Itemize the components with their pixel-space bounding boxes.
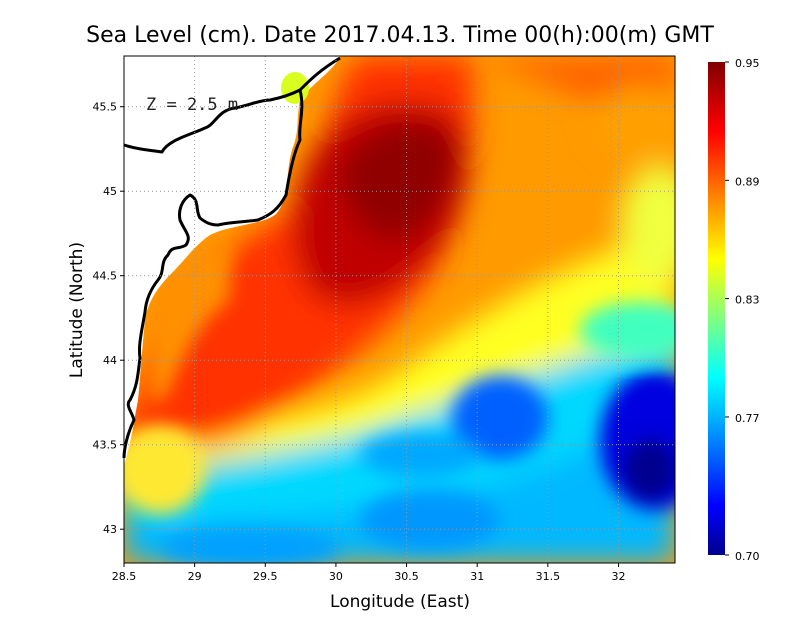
plot-frame bbox=[123, 55, 676, 564]
colorbar-gradient bbox=[708, 62, 725, 555]
x-tick-label: 31 bbox=[470, 570, 484, 583]
colorbar-tick-label: 0.95 bbox=[735, 57, 760, 70]
y-tick-label: 44 bbox=[103, 354, 117, 367]
sea-level-field bbox=[124, 56, 675, 563]
y-tick-label: 43 bbox=[103, 523, 117, 536]
colorbar: 0.95 0.89 0.83 0.77 0.70 bbox=[708, 57, 760, 563]
colorbar-tick-label: 0.77 bbox=[735, 412, 760, 425]
x-tick-label: 32 bbox=[611, 570, 625, 583]
y-tick-label: 44.5 bbox=[93, 270, 118, 283]
x-tick-label: 30.5 bbox=[394, 570, 419, 583]
x-tick-label: 29.5 bbox=[253, 570, 278, 583]
chart-title: Sea Level (cm). Date 2017.04.13. Time 00… bbox=[86, 23, 714, 48]
y-tick-label: 43.5 bbox=[93, 439, 118, 452]
x-axis-label: Longitude (East) bbox=[330, 592, 470, 612]
colorbar-tick-label: 0.83 bbox=[735, 294, 760, 307]
x-tick-label: 31.5 bbox=[536, 570, 561, 583]
y-ticks: 43 43.5 44 44.5 45 45.5 bbox=[93, 101, 124, 536]
colorbar-tick-label: 0.89 bbox=[735, 175, 760, 188]
grid bbox=[124, 56, 675, 563]
x-tick-label: 30 bbox=[329, 570, 343, 583]
x-ticks: 28.5 29 29.5 30 30.5 31 31.5 32 bbox=[112, 563, 625, 583]
x-tick-label: 28.5 bbox=[112, 570, 137, 583]
y-tick-label: 45.5 bbox=[93, 101, 118, 114]
coastline bbox=[122, 56, 341, 459]
y-tick-label: 45 bbox=[103, 185, 117, 198]
colorbar-ticks: 0.95 0.89 0.83 0.77 0.70 bbox=[725, 57, 760, 563]
colorbar-tick-label: 0.70 bbox=[735, 550, 760, 563]
land-mass bbox=[124, 56, 340, 465]
depth-label: Z = 2.5 m bbox=[146, 95, 238, 115]
y-axis-label: Latitude (North) bbox=[67, 242, 87, 378]
x-tick-label: 29 bbox=[188, 570, 202, 583]
